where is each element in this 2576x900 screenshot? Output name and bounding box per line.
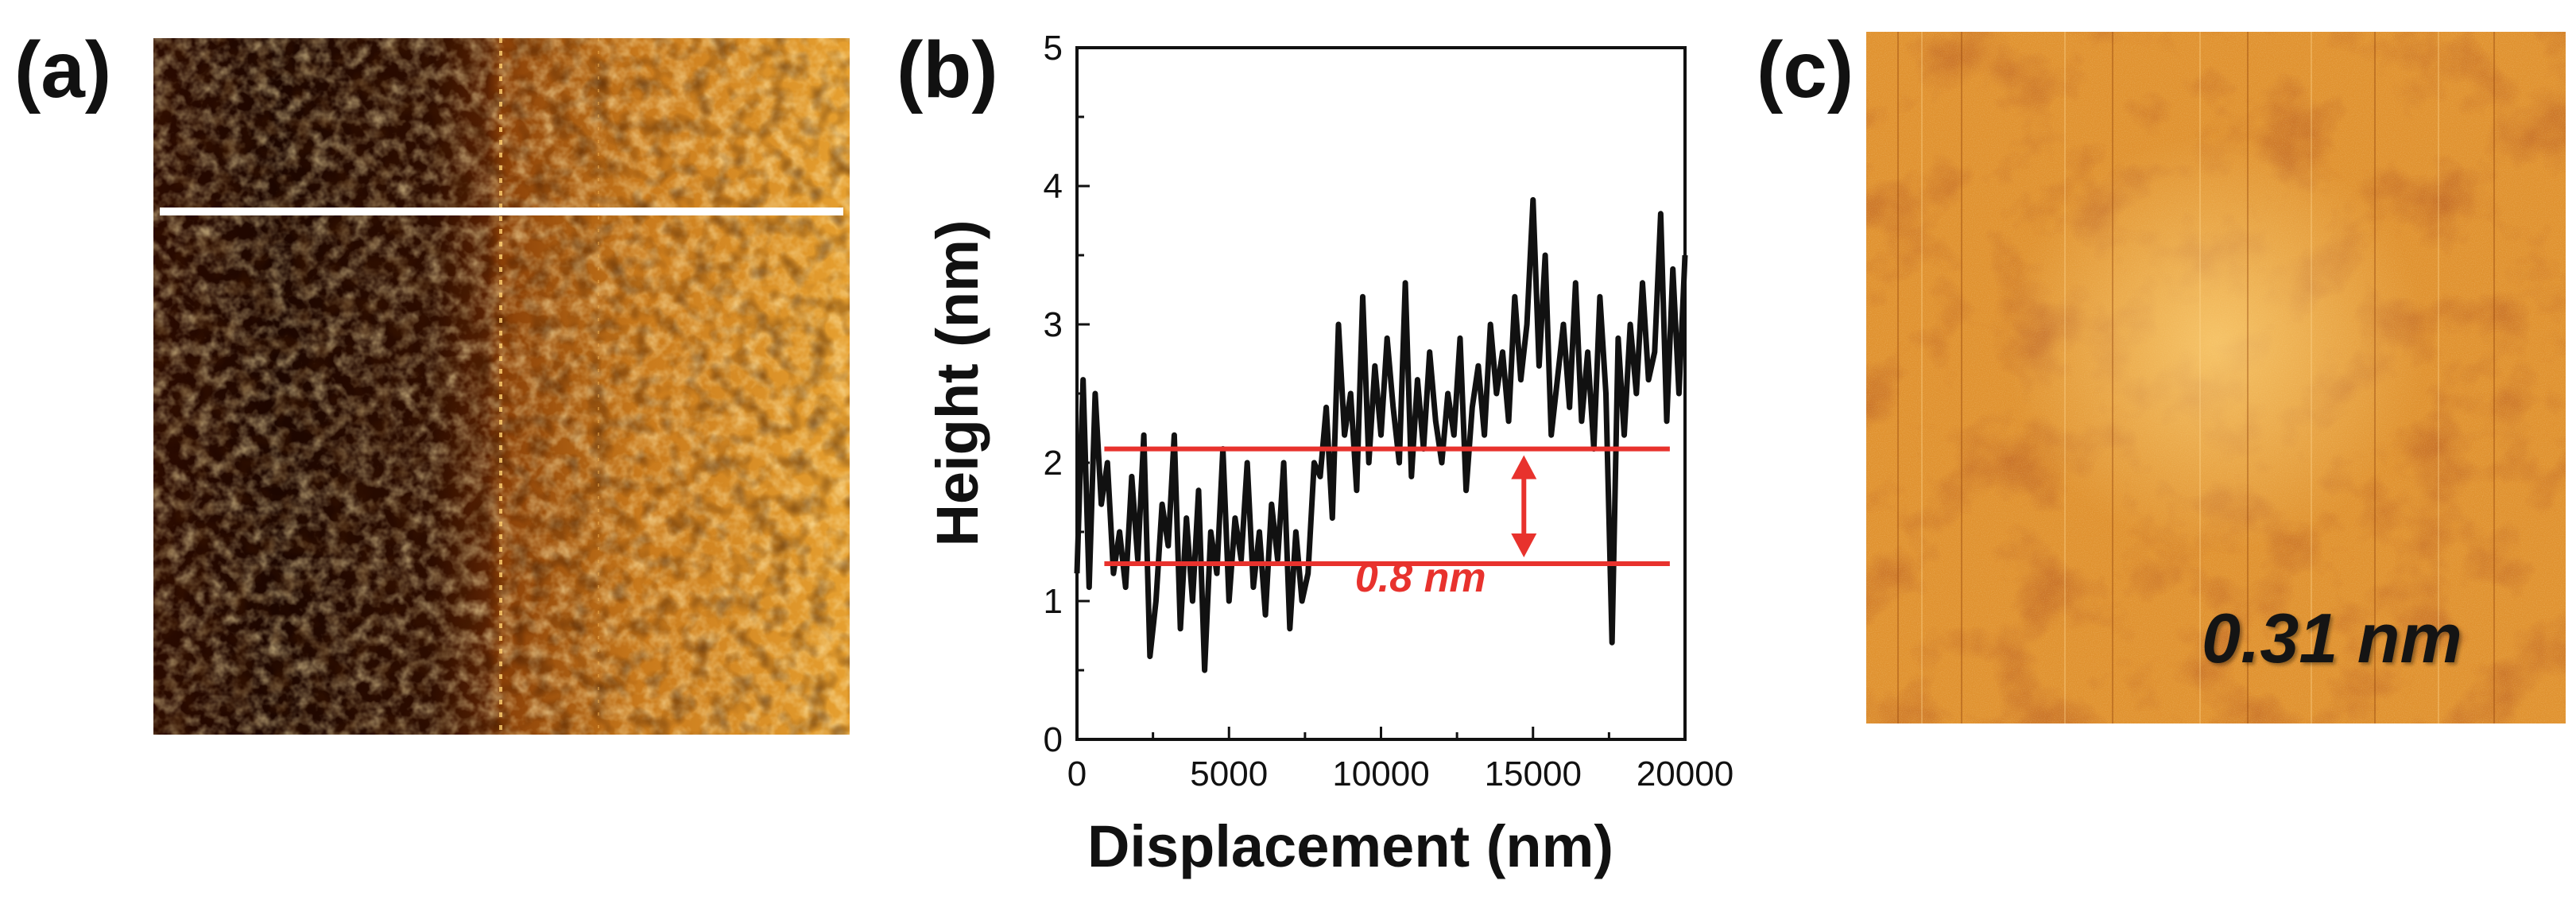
step-arrow-head-up <box>1511 455 1537 479</box>
scan-line <box>160 208 843 215</box>
x-tick-label-0: 0 <box>1067 755 1087 793</box>
step-height-label: 0.8 nm <box>1355 555 1486 601</box>
y-tick-label-3: 3 <box>1044 305 1063 344</box>
y-axis-title: Height (nm) <box>924 219 990 546</box>
x-axis-title: Displacement (nm) <box>1087 813 1613 879</box>
y-tick-label-5: 5 <box>1044 29 1063 68</box>
afm-image-step-edge <box>153 38 850 735</box>
panel-label-b: (b) <box>897 25 998 114</box>
y-tick-label-4: 4 <box>1044 167 1063 206</box>
afm-image-flat-surface <box>1866 32 2566 723</box>
panel-label-c: (c) <box>1757 25 1854 114</box>
step-arrow-head-down <box>1511 533 1537 558</box>
y-tick-label-2: 2 <box>1044 444 1063 483</box>
x-tick-label-10000: 10000 <box>1332 755 1429 793</box>
roughness-label: 0.31 nm <box>2202 599 2462 677</box>
x-tick-label-5000: 5000 <box>1190 755 1268 793</box>
y-tick-label-1: 1 <box>1044 582 1063 621</box>
height-profile-chart: 0 1 2 3 4 5 0 5000 10000 15000 20000 Displacement … <box>924 29 1733 879</box>
y-tick-label-0: 0 <box>1044 720 1063 759</box>
x-tick-label-15000: 15000 <box>1485 755 1582 793</box>
x-tick-label-20000: 20000 <box>1637 755 1733 793</box>
panel-label-a: (a) <box>14 25 112 114</box>
